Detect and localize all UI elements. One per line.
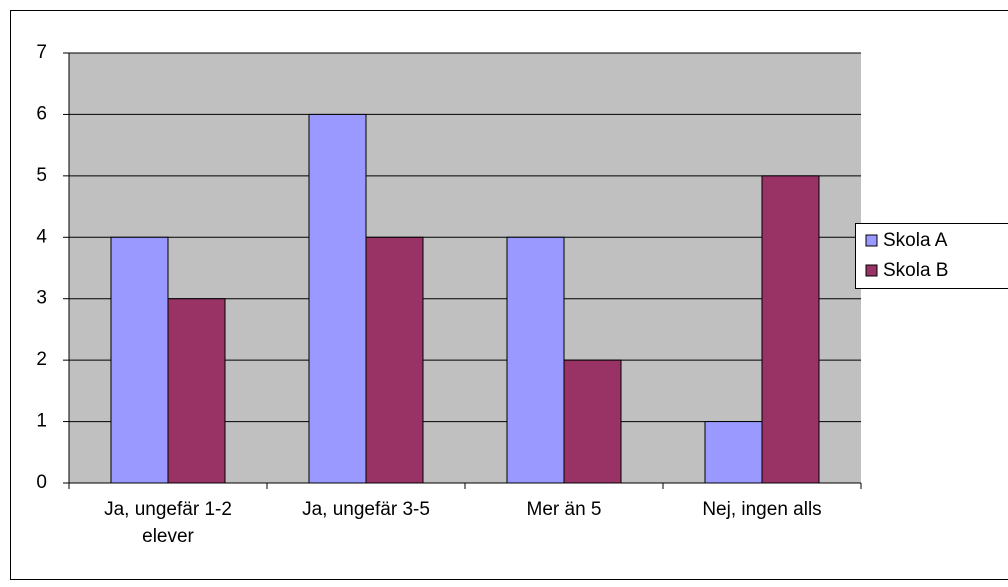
bar — [704, 421, 763, 484]
y-tick-label: 6 — [36, 103, 47, 124]
y-tick-label: 7 — [36, 42, 47, 63]
legend-label: Skola B — [883, 260, 948, 281]
y-tick-label: 4 — [36, 226, 47, 247]
legend-swatch — [865, 264, 878, 277]
bar — [563, 359, 622, 484]
bar — [761, 175, 820, 484]
bar — [365, 236, 424, 484]
y-tick-label: 3 — [36, 288, 47, 309]
x-tick-label: Ja, ungefär 1-2 elever — [104, 499, 232, 547]
bar — [308, 113, 367, 484]
y-tick-label: 0 — [36, 472, 47, 493]
x-tick-label: Nej, ingen alls — [702, 499, 822, 520]
x-tick-label: Mer än 5 — [526, 499, 602, 520]
y-tick-label: 5 — [36, 165, 47, 186]
legend-box — [855, 223, 1008, 289]
legend-label: Skola A — [883, 230, 948, 251]
bar — [506, 236, 565, 484]
legend-swatch — [865, 234, 878, 247]
y-tick-label: 1 — [36, 411, 47, 432]
bar — [167, 298, 226, 484]
y-tick-label: 2 — [36, 349, 47, 370]
bar — [110, 236, 169, 484]
x-tick-label: Ja, ungefär 3-5 — [302, 499, 430, 520]
